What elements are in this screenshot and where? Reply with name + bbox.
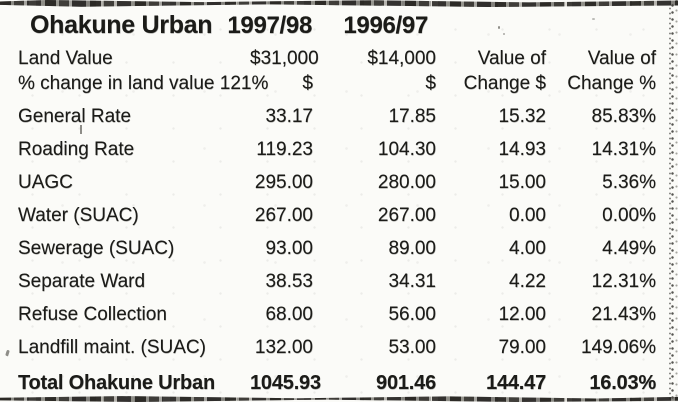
total-change-value: 144.47 [486, 371, 546, 394]
scan-artifact-right-edge [666, 0, 678, 402]
land-change-row: % change in land value 121% $ $ Change $… [0, 71, 678, 96]
rate-change-value: 79.00 [498, 336, 546, 358]
rate-previous-value: 267.00 [377, 204, 436, 226]
rates-table: Land Value $31,000 $14,000 Value of Valu… [0, 46, 678, 398]
rate-label: UAGC [18, 171, 73, 193]
rate-previous-value: 17.85 [388, 105, 436, 127]
rate-row: Landfill maint. (SUAC) 132.00 53.00 79.0… [0, 331, 678, 364]
rate-previous-value: 34.31 [388, 270, 436, 292]
scan-speck [503, 33, 505, 35]
rate-previous-value: 280.00 [377, 171, 436, 193]
rate-change-percent: 5.36% [602, 171, 656, 193]
rate-row: Water (SUAC) 267.00 267.00 0.00 0.00% [0, 199, 678, 232]
scan-speck [80, 125, 82, 134]
rate-change-value: 15.00 [498, 171, 546, 193]
rates-rows: General Rate 33.17 17.85 15.32 85.83% Ro… [0, 100, 678, 364]
rate-label: Water (SUAC) [18, 204, 139, 226]
rate-label: Landfill maint. (SUAC) [18, 336, 206, 358]
rate-row: Refuse Collection 68.00 56.00 12.00 21.4… [0, 298, 678, 331]
rate-change-percent: 0.00% [602, 204, 656, 226]
rate-row: Roading Rate 119.23 104.30 14.93 14.31% [0, 133, 678, 166]
land-value-current: $31,000 [250, 47, 319, 69]
rate-change-percent: 12.31% [591, 270, 656, 292]
rate-row: Separate Ward 38.53 34.31 4.22 12.31% [0, 265, 678, 298]
rate-current-value: 68.00 [265, 303, 313, 325]
rate-current-value: 132.00 [254, 336, 313, 358]
land-change-previous-unit: $ [425, 72, 436, 94]
rate-previous-value: 104.30 [377, 138, 436, 160]
rate-change-percent: 85.83% [591, 105, 656, 127]
total-row: Total Ohakune Urban 1045.93 901.46 144.4… [0, 368, 678, 398]
rate-current-value: 267.00 [254, 204, 313, 226]
rate-current-value: 38.53 [265, 270, 313, 292]
column-header-value-of-percent: Value of [587, 47, 656, 69]
column-header-value-of-dollar: Value of [477, 47, 546, 69]
rate-change-value: 4.22 [509, 270, 546, 292]
rate-change-value: 0.00 [509, 204, 546, 226]
rate-change-value: 4.00 [509, 237, 546, 259]
land-value-previous: $14,000 [367, 47, 436, 69]
scan-speck [592, 18, 595, 20]
rate-label: Roading Rate [18, 138, 135, 160]
table-header: Ohakune Urban 1997/98 1996/97 [0, 11, 678, 40]
rate-label: General Rate [18, 105, 132, 127]
land-change-current-unit: $ [302, 72, 313, 94]
column-header-change-percent: Change % [567, 72, 656, 94]
rate-change-percent: 21.43% [591, 303, 656, 325]
rate-label: Sewerage (SUAC) [18, 237, 175, 259]
rate-previous-value: 56.00 [388, 303, 436, 325]
rate-current-value: 33.17 [265, 105, 313, 127]
table-title: Ohakune Urban [30, 11, 213, 39]
rate-row: General Rate 33.17 17.85 15.32 85.83% [0, 100, 678, 133]
rate-current-value: 119.23 [256, 138, 313, 160]
rate-previous-value: 53.00 [388, 336, 436, 358]
rate-previous-value: 89.00 [388, 237, 436, 259]
column-header-change-dollar: Change $ [463, 72, 546, 94]
total-change-percent: 16.03% [589, 371, 656, 394]
column-header-year-current: 1997/98 [227, 12, 312, 39]
rate-row: UAGC 295.00 280.00 15.00 5.36% [0, 166, 678, 199]
rate-change-percent: 4.49% [602, 237, 656, 259]
total-previous: 901.46 [376, 371, 436, 394]
land-change-label: % change in land value 121% [18, 72, 269, 94]
rate-change-value: 12.00 [498, 303, 546, 325]
rate-change-percent: 14.31% [591, 138, 656, 160]
rate-change-value: 14.93 [498, 138, 546, 160]
rate-current-value: 93.00 [265, 237, 313, 259]
scan-speck [498, 26, 500, 29]
total-current: 1045.93 [250, 371, 321, 394]
scan-artifact-bottom-edge [0, 396, 678, 402]
land-value-label: Land Value [18, 47, 113, 69]
column-header-year-previous: 1996/97 [343, 12, 428, 39]
land-value-row: Land Value $31,000 $14,000 Value of Valu… [0, 46, 678, 71]
rate-row: Sewerage (SUAC) 93.00 89.00 4.00 4.49% [0, 232, 678, 265]
total-label: Total Ohakune Urban [18, 371, 215, 394]
rate-label: Separate Ward [18, 270, 146, 292]
rate-change-value: 15.32 [498, 105, 546, 127]
rate-current-value: 295.00 [254, 171, 313, 193]
rate-change-percent: 149.06% [580, 336, 656, 358]
scan-artifact-top-edge [0, 0, 678, 7]
rate-label: Refuse Collection [18, 303, 167, 325]
